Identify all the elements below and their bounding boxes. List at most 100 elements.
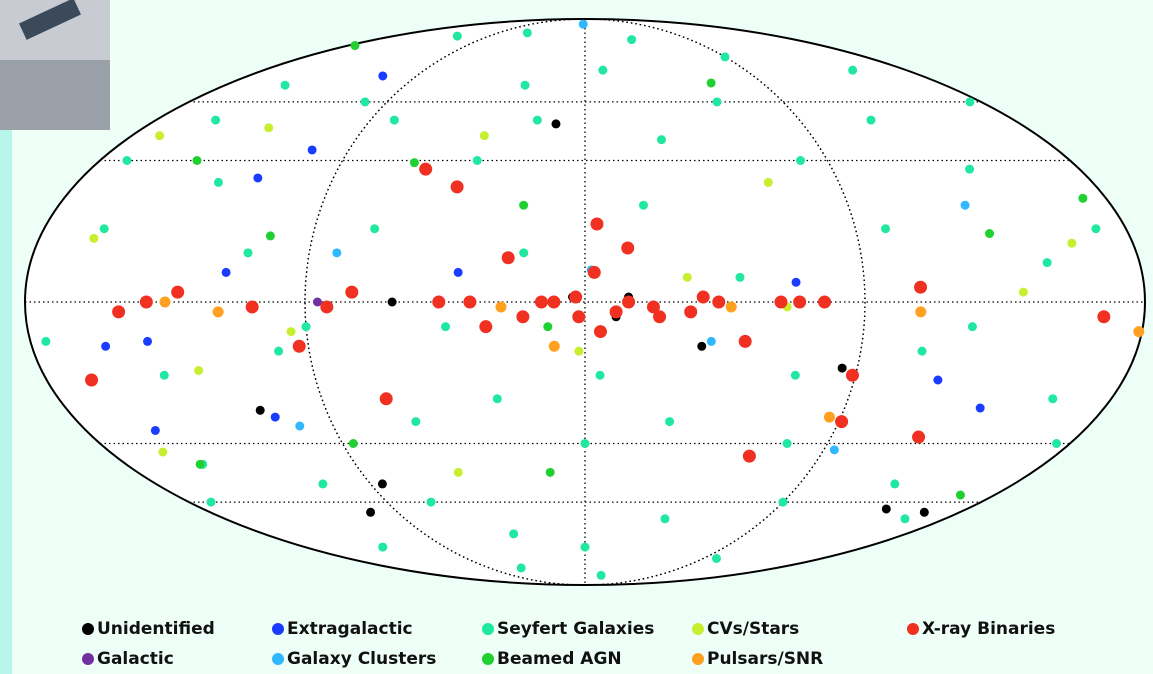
source-point bbox=[968, 322, 977, 331]
source-point bbox=[569, 291, 582, 304]
source-point bbox=[890, 479, 899, 488]
legend-label: Extragalactic bbox=[287, 619, 413, 639]
source-point bbox=[900, 514, 909, 523]
source-point bbox=[783, 439, 792, 448]
legend-label: Galaxy Clusters bbox=[287, 649, 436, 669]
source-point bbox=[274, 347, 283, 356]
source-point bbox=[451, 180, 464, 193]
source-point bbox=[281, 81, 290, 90]
source-point bbox=[665, 417, 674, 426]
source-point bbox=[160, 371, 169, 380]
source-point bbox=[660, 514, 669, 523]
legend-swatch bbox=[272, 623, 284, 635]
source-point bbox=[213, 306, 224, 317]
source-point bbox=[256, 406, 265, 415]
legend-swatch bbox=[692, 623, 704, 635]
source-point bbox=[596, 371, 605, 380]
source-point bbox=[882, 504, 891, 513]
source-point bbox=[480, 131, 489, 140]
source-point bbox=[838, 364, 847, 373]
source-point bbox=[253, 173, 262, 182]
source-point bbox=[264, 123, 273, 132]
source-point bbox=[961, 201, 970, 210]
source-point bbox=[155, 131, 164, 140]
source-point bbox=[378, 543, 387, 552]
legend-swatch bbox=[82, 623, 94, 635]
source-point bbox=[295, 422, 304, 431]
source-point bbox=[308, 145, 317, 154]
legend-label: Galactic bbox=[97, 649, 174, 669]
legend-label: Unidentified bbox=[97, 619, 215, 639]
source-point bbox=[881, 224, 890, 233]
source-point bbox=[830, 445, 839, 454]
legend-swatch bbox=[907, 623, 919, 635]
source-point bbox=[516, 310, 529, 323]
source-point bbox=[101, 342, 110, 351]
source-point bbox=[378, 479, 387, 488]
source-point bbox=[302, 322, 311, 331]
legend-swatch bbox=[692, 653, 704, 665]
source-point bbox=[89, 234, 98, 243]
source-point bbox=[214, 178, 223, 187]
source-point bbox=[535, 296, 548, 309]
legend-label: Seyfert Galaxies bbox=[497, 619, 654, 639]
source-point bbox=[479, 320, 492, 333]
source-point bbox=[920, 508, 929, 517]
source-point bbox=[419, 163, 432, 176]
source-point bbox=[792, 278, 801, 287]
source-point bbox=[350, 41, 359, 50]
source-point bbox=[143, 337, 152, 346]
source-point bbox=[349, 439, 358, 448]
legend: Unidentified Extragalactic Seyfert Galaxie… bbox=[82, 619, 1055, 669]
source-point bbox=[222, 268, 231, 277]
source-point bbox=[707, 337, 716, 346]
source-point bbox=[493, 394, 502, 403]
source-point bbox=[361, 97, 370, 106]
source-point bbox=[171, 286, 184, 299]
source-point bbox=[547, 296, 560, 309]
source-point bbox=[523, 28, 532, 37]
source-point bbox=[712, 296, 725, 309]
source-point bbox=[818, 296, 831, 309]
source-point bbox=[140, 296, 153, 309]
legend-label: CVs/Stars bbox=[707, 619, 799, 639]
source-point bbox=[100, 224, 109, 233]
source-point bbox=[707, 79, 716, 88]
source-point bbox=[712, 97, 721, 106]
source-point bbox=[824, 412, 835, 423]
source-point bbox=[594, 325, 607, 338]
source-point bbox=[1133, 326, 1144, 337]
source-point bbox=[793, 296, 806, 309]
source-point bbox=[454, 268, 463, 277]
source-point bbox=[846, 369, 859, 382]
source-point bbox=[366, 508, 375, 517]
source-point bbox=[1019, 288, 1028, 297]
source-point bbox=[657, 135, 666, 144]
source-point bbox=[622, 296, 635, 309]
source-point bbox=[549, 341, 560, 352]
source-point bbox=[914, 281, 927, 294]
page: Unidentified Extragalactic Seyfert Galaxie… bbox=[0, 0, 1153, 674]
source-point bbox=[597, 571, 606, 580]
source-point bbox=[85, 374, 98, 387]
source-point bbox=[848, 66, 857, 75]
source-point bbox=[778, 498, 787, 507]
source-point bbox=[1078, 194, 1087, 203]
source-point bbox=[743, 450, 756, 463]
source-point bbox=[579, 20, 588, 29]
legend-swatch bbox=[82, 653, 94, 665]
source-point bbox=[572, 310, 585, 323]
legend-swatch bbox=[482, 623, 494, 635]
source-point bbox=[266, 231, 275, 240]
legend-swatch bbox=[272, 653, 284, 665]
source-point bbox=[965, 97, 974, 106]
source-point bbox=[683, 273, 692, 282]
source-point bbox=[380, 392, 393, 405]
source-point bbox=[345, 286, 358, 299]
source-point bbox=[546, 468, 555, 477]
source-point bbox=[320, 300, 333, 313]
source-point bbox=[207, 498, 216, 507]
source-point bbox=[41, 337, 50, 346]
source-point bbox=[581, 543, 590, 552]
source-point bbox=[432, 296, 445, 309]
